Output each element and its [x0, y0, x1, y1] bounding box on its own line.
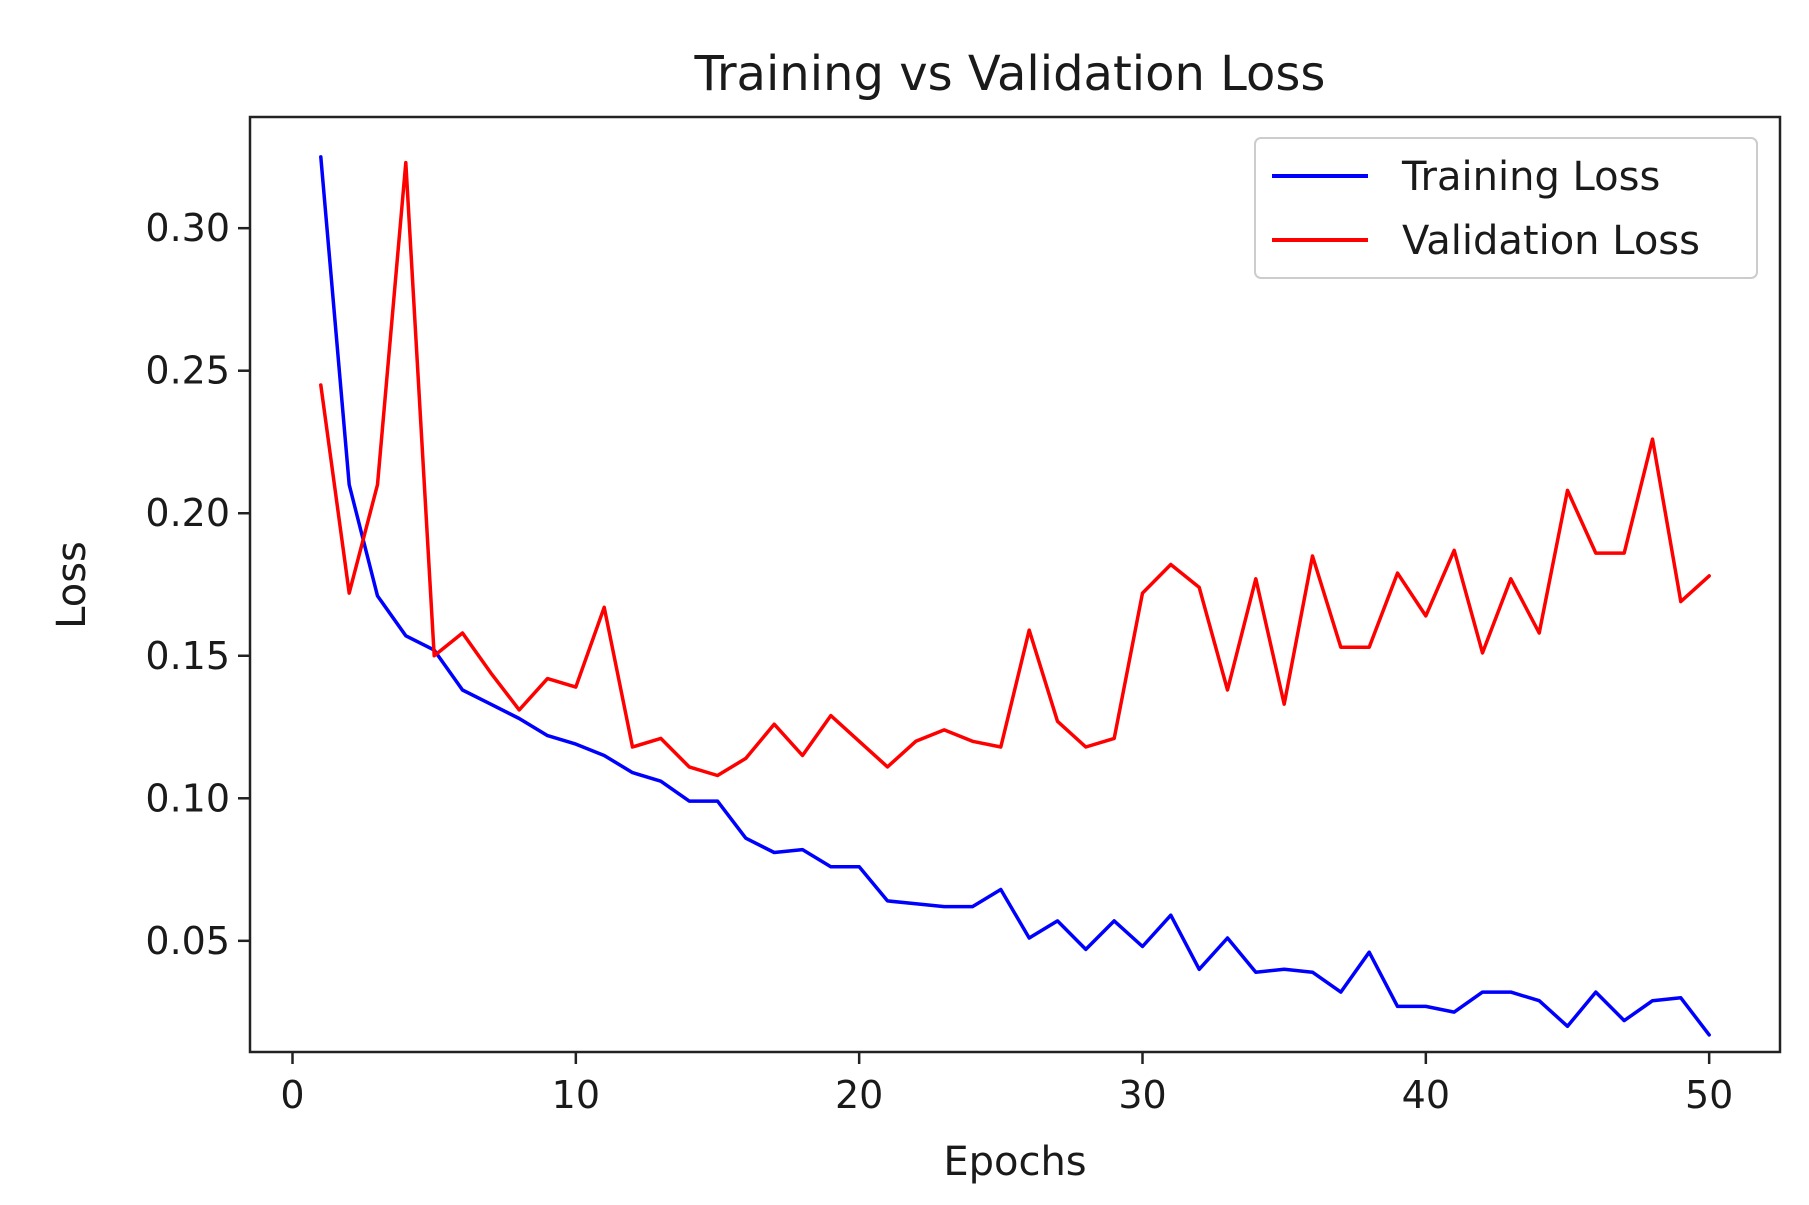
y-tick-label: 0.10 — [145, 776, 230, 820]
legend: Training Loss Validation Loss — [1254, 137, 1758, 279]
chart-title: Training vs Validation Loss — [694, 46, 1326, 102]
y-tick-label: 0.25 — [145, 349, 230, 393]
y-tick-label: 0.30 — [145, 206, 230, 250]
x-tick-label: 0 — [280, 1073, 304, 1117]
validation-loss-line — [319, 160, 1711, 778]
legend-label-training: Training Loss — [1401, 154, 1660, 200]
x-axis: 0 10 20 30 40 50 — [280, 1052, 1733, 1117]
y-axis-label: Loss — [49, 541, 95, 629]
y-tick-label: 0.15 — [145, 634, 230, 678]
series-lines — [319, 155, 1711, 1037]
plot-area — [248, 115, 1782, 1054]
legend-label-validation: Validation Loss — [1402, 218, 1700, 264]
y-tick-label: 0.05 — [145, 919, 230, 963]
x-tick-label: 40 — [1402, 1073, 1450, 1117]
y-axis: 0.05 0.10 0.15 0.20 0.25 0.30 — [145, 206, 250, 963]
legend-box — [1254, 137, 1758, 279]
y-tick-label: 0.20 — [145, 491, 230, 535]
x-tick-label: 30 — [1118, 1073, 1166, 1117]
x-tick-label: 50 — [1685, 1073, 1733, 1117]
x-tick-label: 10 — [552, 1073, 600, 1117]
x-tick-label: 20 — [835, 1073, 883, 1117]
x-axis-label: Epochs — [943, 1139, 1086, 1185]
training-loss-line — [319, 155, 1711, 1037]
